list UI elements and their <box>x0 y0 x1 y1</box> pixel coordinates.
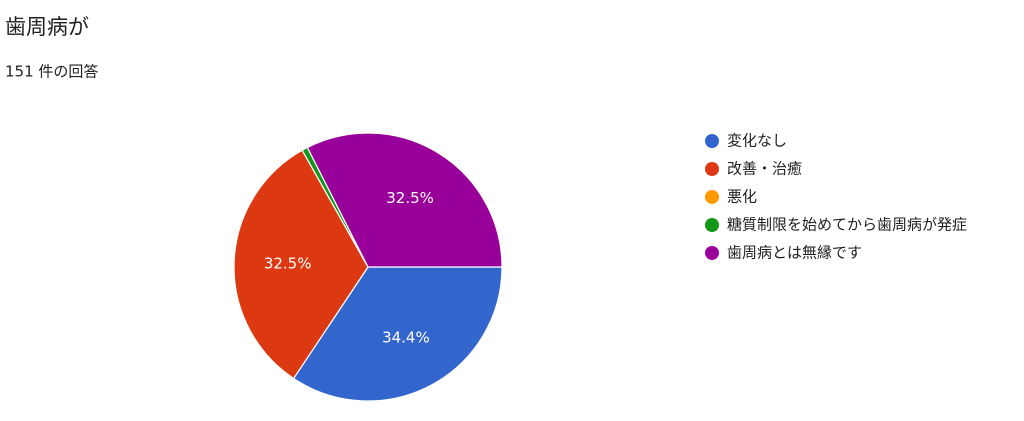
pie-slice <box>306 132 503 268</box>
legend-label: 変化なし <box>727 132 787 150</box>
pie-slice <box>233 149 369 380</box>
legend-label: 悪化 <box>727 188 757 206</box>
response-count: 151 件の回答 <box>5 63 98 81</box>
legend-marker <box>705 190 719 204</box>
legend-label: 改善・治癒 <box>727 160 802 178</box>
slice-label: 32.5% <box>264 254 312 272</box>
slice-label: 32.5% <box>386 189 434 207</box>
legend-label: 糖質制限を始めてから歯周病が発症 <box>727 216 967 234</box>
legend-marker <box>705 162 719 176</box>
slice-label: 34.4% <box>382 328 430 346</box>
legend-marker <box>705 218 719 232</box>
legend-marker <box>705 246 719 260</box>
legend-label: 歯周病とは無縁です <box>727 244 862 262</box>
chart-title: 歯周病が <box>5 15 89 39</box>
legend-marker <box>705 134 719 148</box>
